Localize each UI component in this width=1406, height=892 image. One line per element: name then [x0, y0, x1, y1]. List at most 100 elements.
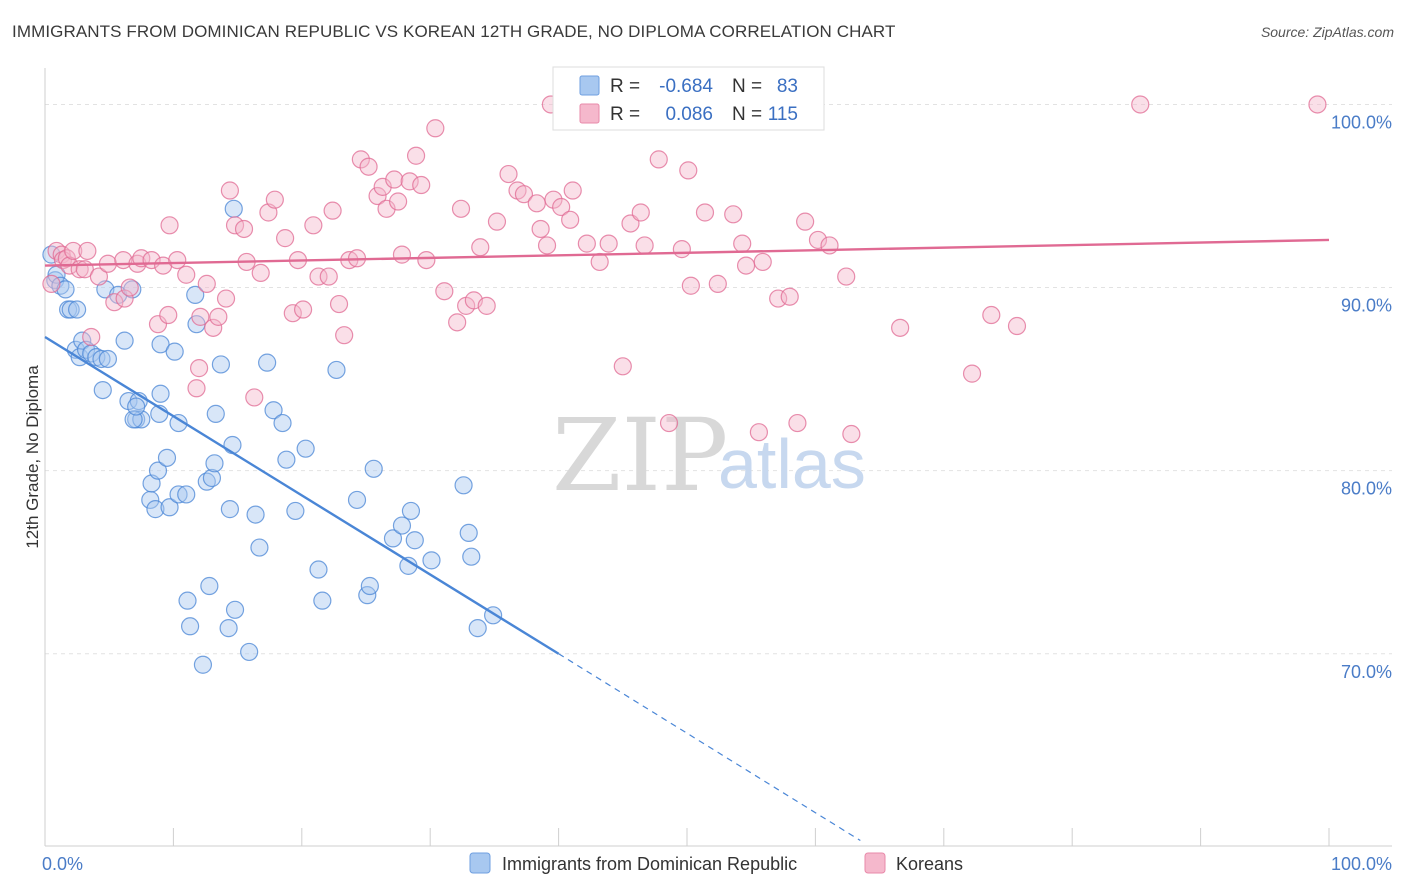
data-point [487, 212, 507, 231]
data-point [552, 197, 571, 217]
data-point [635, 236, 654, 255]
data-point [193, 655, 213, 674]
data-point [73, 331, 92, 350]
data-point [736, 256, 756, 275]
data-point [93, 380, 112, 400]
data-point [368, 186, 387, 206]
data-point [459, 523, 478, 543]
data-point [364, 459, 383, 478]
data-point [197, 274, 216, 293]
watermark: ZIP atlas [552, 397, 866, 514]
data-point [154, 256, 173, 275]
data-point [454, 476, 473, 495]
y-tick-label: 80.0% [1341, 479, 1392, 499]
data-point [42, 274, 61, 293]
data-point [631, 203, 650, 222]
data-point [359, 157, 378, 176]
stats-legend-swatch-blue [579, 75, 600, 96]
data-point [401, 501, 421, 521]
data-point [462, 547, 481, 566]
data-point [64, 241, 83, 261]
data-point [245, 388, 264, 407]
data-point [448, 313, 467, 332]
stats-legend-swatch-pink [579, 103, 600, 124]
scatter-points [42, 95, 1327, 674]
data-point [649, 150, 668, 169]
data-point [679, 161, 698, 180]
data-point [435, 282, 454, 301]
data-point [982, 305, 1001, 325]
data-point [544, 190, 563, 209]
data-point [204, 318, 223, 337]
stats-legend-r-value-1: -0.684 [659, 76, 713, 97]
data-point [258, 353, 277, 372]
data-point [293, 300, 313, 319]
series-legend-label-dominican: Immigrants from Dominican Republic [502, 854, 797, 874]
stats-legend-n-value-2: 115 [768, 104, 798, 125]
data-point [169, 413, 188, 433]
data-point [165, 342, 184, 361]
data-point [160, 216, 179, 235]
data-point [1007, 316, 1027, 336]
series-dominican [42, 199, 503, 674]
data-point [392, 245, 412, 264]
y-tick-label: 70.0% [1341, 662, 1392, 682]
trend-line-koreans [44, 238, 1330, 267]
data-point [189, 359, 209, 378]
data-point [672, 240, 691, 259]
data-point [264, 401, 283, 420]
data-point [400, 172, 419, 191]
data-point [151, 384, 170, 403]
data-point [788, 413, 807, 433]
data-point [200, 576, 219, 596]
data-point [224, 199, 243, 218]
trend-line-dominican [44, 335, 560, 655]
x-tick-label-min: 0.0% [42, 854, 83, 874]
data-point [177, 485, 196, 504]
data-point [168, 250, 187, 270]
data-point [319, 267, 338, 286]
data-point [202, 468, 222, 488]
data-point [286, 501, 305, 521]
data-point [392, 516, 412, 535]
data-point [277, 450, 296, 469]
data-point [417, 250, 436, 270]
series-legend: Immigrants from Dominican Republic Korea… [469, 852, 963, 874]
data-point [265, 190, 284, 209]
data-point [115, 331, 134, 350]
data-point [234, 219, 254, 239]
stats-legend-n-label-1: N = [732, 76, 762, 97]
data-point [808, 230, 828, 250]
data-point [223, 435, 242, 455]
data-point [1308, 95, 1327, 114]
source-credit: Source: ZipAtlas.com [1260, 24, 1394, 40]
data-point [273, 413, 292, 433]
data-point [220, 181, 239, 200]
data-point [159, 305, 178, 325]
data-point [499, 164, 518, 184]
data-point [178, 591, 197, 610]
data-point [347, 490, 367, 510]
data-point [206, 404, 225, 423]
x-tick-label-max: 100.0% [1331, 854, 1392, 874]
stats-legend-n-value-1: 83 [777, 76, 798, 97]
x-axis-ticks [44, 828, 1330, 846]
data-point [753, 252, 772, 272]
data-point [283, 304, 302, 323]
data-point [577, 234, 596, 253]
data-point [514, 185, 534, 204]
data-point [422, 551, 441, 570]
data-point [962, 364, 982, 383]
data-point [146, 500, 165, 519]
data-point [177, 265, 196, 284]
watermark-zip: ZIP [552, 397, 728, 514]
data-point [724, 205, 743, 224]
data-point [216, 289, 236, 308]
y-tick-label: 90.0% [1341, 296, 1392, 316]
data-point [412, 175, 431, 195]
data-point [323, 201, 342, 220]
data-point [186, 285, 205, 304]
data-point [157, 448, 177, 467]
data-point [61, 300, 80, 319]
data-point [1131, 95, 1150, 114]
